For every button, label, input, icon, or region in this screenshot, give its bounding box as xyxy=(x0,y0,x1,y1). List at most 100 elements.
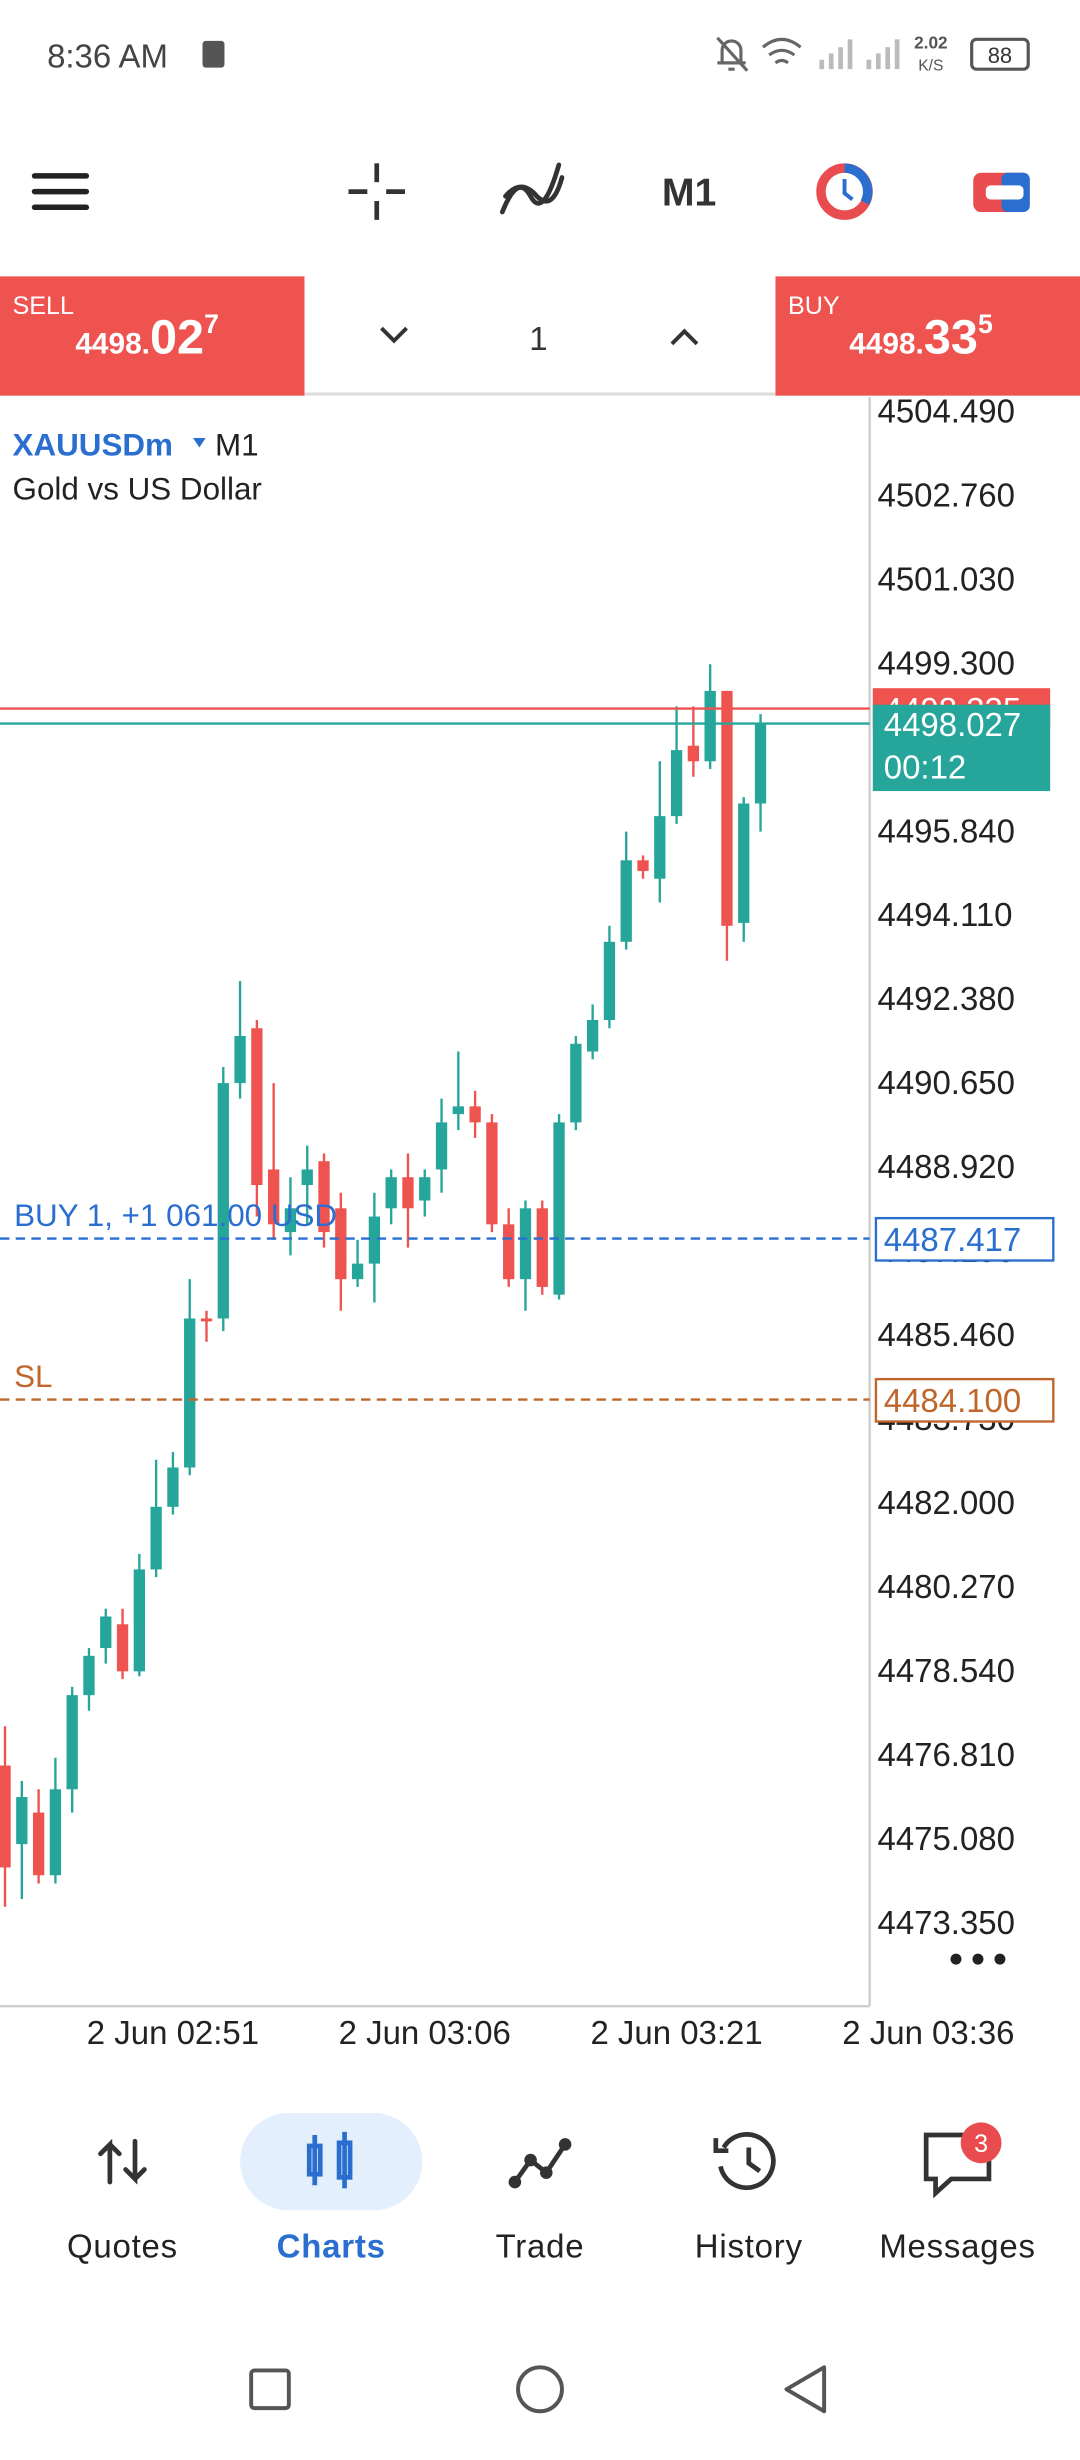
candle-body xyxy=(133,1569,145,1672)
nav-label[interactable]: Messages xyxy=(879,2227,1035,2264)
candle-body xyxy=(368,1216,381,1264)
nav-label[interactable]: Quotes xyxy=(67,2227,178,2264)
x-tick-label: 2 Jun 02:51 xyxy=(87,2014,259,2051)
chart-menu[interactable] xyxy=(950,1953,1006,1965)
candle-body xyxy=(385,1177,397,1209)
candle-body xyxy=(301,1169,313,1185)
y-tick-label: 4501.030 xyxy=(878,560,1015,597)
level-tag-label: 4487.417 xyxy=(884,1221,1021,1258)
level-tag-label: 4484.100 xyxy=(884,1382,1021,1419)
plot: 4504.4904502.7604501.0304499.3004497.570… xyxy=(0,392,1055,2051)
candle-body xyxy=(351,1263,364,1280)
candle-body xyxy=(670,750,683,817)
candle-body xyxy=(184,1318,196,1468)
candle-body xyxy=(687,745,700,762)
y-tick-label: 4485.460 xyxy=(878,1316,1015,1353)
bid-tag xyxy=(872,704,1051,792)
candle-body xyxy=(0,1765,11,1868)
level-tag xyxy=(874,1377,1055,1423)
objects-button[interactable] xyxy=(816,163,873,220)
menu-button[interactable] xyxy=(31,173,90,211)
volume-up[interactable] xyxy=(670,328,699,346)
candle-body xyxy=(419,1177,431,1201)
messages-icon[interactable] xyxy=(923,2122,1002,2199)
status-time: 8:36 AM xyxy=(47,38,168,75)
y-tick-label: 4473.350 xyxy=(878,1904,1015,1941)
candle-body xyxy=(16,1797,28,1845)
y-tick-label: 4480.270 xyxy=(878,1568,1015,1605)
candle-body xyxy=(486,1122,498,1225)
candle-body xyxy=(553,1122,565,1295)
candle-body xyxy=(503,1224,515,1280)
chart-subtitle: Gold vs US Dollar xyxy=(13,471,262,506)
candle-body xyxy=(570,1043,582,1123)
candle-body xyxy=(654,816,666,879)
y-tick-label: 4495.840 xyxy=(878,812,1015,849)
buy-price-small: 4498. xyxy=(849,327,924,360)
sell-price: 4498.027 xyxy=(75,309,219,364)
candle-body xyxy=(519,1208,532,1280)
candle-body xyxy=(32,1812,45,1876)
y-tick-label: 4488.920 xyxy=(878,1148,1015,1185)
candle-body xyxy=(251,1028,263,1185)
messages-badge: 3 xyxy=(974,2130,988,2158)
y-tick-label: 4492.380 xyxy=(878,980,1015,1017)
buy-button[interactable] xyxy=(775,276,1080,396)
candle-body xyxy=(66,1695,78,1790)
buy-price-sup: 5 xyxy=(978,309,993,339)
back-button[interactable] xyxy=(784,2365,827,2414)
trade-icon[interactable] xyxy=(508,2138,572,2189)
candle-body xyxy=(100,1616,112,1649)
level-tag xyxy=(874,1216,1055,1262)
candle-body xyxy=(83,1655,95,1696)
indicators-button[interactable] xyxy=(499,162,565,215)
chart-timeframe: M1 xyxy=(215,427,259,462)
volume-down[interactable] xyxy=(380,326,408,344)
buy-label: BUY xyxy=(788,292,840,320)
status-icons xyxy=(716,36,802,72)
y-tick-label: 4478.540 xyxy=(878,1652,1015,1689)
level-name: BUY 1, +1 061.00 USD xyxy=(14,1198,337,1233)
candle-body xyxy=(167,1467,179,1507)
bid-countdown: 00:12 xyxy=(884,748,966,785)
sell-button[interactable] xyxy=(0,276,305,396)
symbol-dropdown[interactable] xyxy=(193,438,206,448)
candle-body xyxy=(150,1506,162,1570)
crosshair-button[interactable] xyxy=(348,163,405,220)
candle-body xyxy=(536,1208,548,1287)
x-tick-label: 2 Jun 03:06 xyxy=(339,2014,511,2051)
nav-label[interactable]: Trade xyxy=(496,2227,585,2264)
y-tick-label: 4499.300 xyxy=(878,644,1015,681)
history-icon[interactable] xyxy=(713,2132,776,2191)
status-speed: 2.02 xyxy=(914,33,948,53)
y-tick-label: 4490.650 xyxy=(878,1064,1015,1101)
x-tick-label: 2 Jun 03:21 xyxy=(590,2014,762,2051)
y-tick-label: 4504.490 xyxy=(878,392,1015,429)
nav-label[interactable]: History xyxy=(695,2227,803,2264)
trade-button[interactable] xyxy=(973,172,1030,213)
nav-labels: Quotes Charts Trade History Messages xyxy=(67,2227,1035,2264)
candle-body xyxy=(284,1208,297,1233)
battery xyxy=(970,37,1030,71)
candle-body xyxy=(116,1624,129,1672)
sell-label: SELL xyxy=(13,292,74,320)
home-button[interactable] xyxy=(516,2365,564,2414)
y-tick-label: 4502.760 xyxy=(878,476,1015,513)
symbol[interactable]: XAUUSDm xyxy=(13,427,173,462)
y-tick-label: 4476.810 xyxy=(878,1736,1015,1773)
timeframe-button[interactable]: M1 xyxy=(662,171,717,215)
volume-panel xyxy=(304,276,776,396)
sell-price-big: 02 xyxy=(150,310,204,364)
active-tab-background xyxy=(240,2112,423,2211)
charts-icon[interactable] xyxy=(306,2131,353,2189)
recents-button[interactable] xyxy=(249,2368,291,2411)
candle-body xyxy=(49,1789,62,1876)
nav-label[interactable]: Charts xyxy=(277,2227,386,2264)
quotes-icon[interactable] xyxy=(98,2138,147,2185)
candle-body xyxy=(268,1169,280,1225)
candle-body xyxy=(603,941,616,1020)
buy-price-big: 33 xyxy=(924,310,978,364)
level-name: SL xyxy=(14,1359,52,1394)
volume[interactable]: 1 xyxy=(529,320,547,357)
